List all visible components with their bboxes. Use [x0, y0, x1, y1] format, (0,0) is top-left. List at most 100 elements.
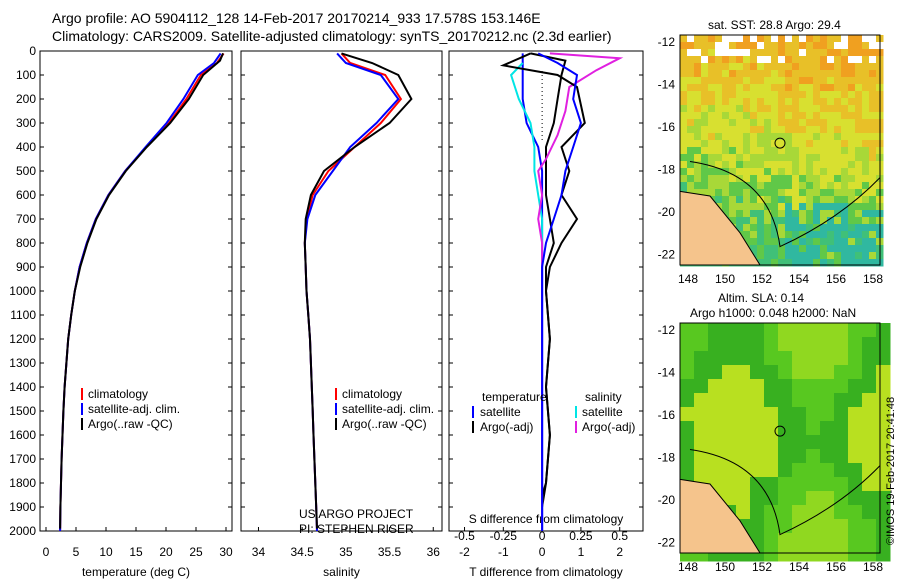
map-cell: [757, 77, 765, 85]
map-cell: [680, 337, 695, 352]
map-cell: [701, 154, 709, 162]
map-cell: [771, 42, 779, 50]
map-cell: [722, 105, 730, 113]
map-cell: [722, 182, 730, 190]
map-cell: [708, 189, 716, 197]
map-cell: [736, 70, 744, 78]
map-cell: [799, 238, 807, 246]
map-cell: [827, 77, 835, 85]
map-cell: [785, 98, 793, 106]
legend-label: Argo(..raw -QC): [88, 417, 173, 431]
map-cell: [876, 365, 891, 380]
map-cell: [785, 210, 793, 218]
map-cell: [862, 140, 870, 148]
map-cell: [806, 84, 814, 92]
map-cell: [813, 126, 821, 134]
map-cell: [806, 203, 814, 211]
map-cell: [869, 56, 877, 64]
map-cell: [736, 337, 751, 352]
map-cell: [806, 505, 821, 520]
map-cell: [820, 463, 835, 478]
map-cell: [750, 477, 765, 492]
map-cell: [827, 182, 835, 190]
map-cell: [841, 252, 849, 260]
map-cell: [708, 63, 716, 71]
map-cell: [750, 224, 758, 232]
map-cell: [799, 224, 807, 232]
map-lon-label: 154: [789, 272, 809, 286]
map-cell: [736, 351, 751, 366]
map-cell: [722, 379, 737, 394]
map-cell: [680, 393, 695, 408]
map-cell: [708, 49, 716, 57]
map-cell: [785, 77, 793, 85]
map-cell: [855, 56, 863, 64]
map-cell: [722, 196, 730, 204]
map-cell: [764, 175, 772, 183]
map-sst: [679, 34, 884, 267]
map-cell: [834, 35, 842, 43]
map-cell: [855, 196, 863, 204]
depth-tick-label: 300: [16, 116, 36, 130]
map-cell: [827, 203, 835, 211]
map-cell: [757, 154, 765, 162]
map-cell: [855, 49, 863, 57]
map-cell: [722, 91, 730, 99]
map-cell: [757, 168, 765, 176]
map-cell: [792, 351, 807, 366]
map-cell: [806, 245, 814, 253]
map-cell: [736, 379, 751, 394]
map-cell: [680, 49, 688, 57]
map-cell: [869, 210, 877, 218]
map-cell: [750, 421, 765, 436]
map-cell: [764, 379, 779, 394]
map-sla: [679, 322, 891, 562]
map-cell: [827, 49, 835, 57]
x-tick-label: 36: [427, 545, 441, 559]
map-cell: [715, 147, 723, 155]
map-cell: [715, 119, 723, 127]
map-cell: [750, 56, 758, 64]
map-cell: [708, 168, 716, 176]
map-cell: [743, 133, 751, 141]
map-cell: [750, 196, 758, 204]
map-cell: [806, 175, 814, 183]
map-cell: [820, 231, 828, 239]
map-cell: [736, 119, 744, 127]
map-cell: [820, 245, 828, 253]
map-cell: [862, 91, 870, 99]
map-cell: [736, 91, 744, 99]
map-cell: [792, 147, 800, 155]
map-cell: [771, 105, 779, 113]
map-cell: [848, 105, 856, 113]
map-cell: [778, 393, 793, 408]
map-cell: [750, 463, 765, 478]
map-cell: [729, 84, 737, 92]
map-cell: [813, 49, 821, 57]
map-cell: [694, 84, 702, 92]
map-cell: [750, 365, 765, 380]
map-cell: [792, 56, 800, 64]
map-cell: [687, 98, 695, 106]
map-cell: [722, 189, 730, 197]
map-cell: [736, 98, 744, 106]
map-cell: [820, 224, 828, 232]
map-cell: [722, 147, 730, 155]
map-cell: [729, 49, 737, 57]
map-cell: [834, 119, 842, 127]
map-cell: [792, 182, 800, 190]
map-cell: [855, 259, 863, 267]
map-cell: [687, 119, 695, 127]
map-cell: [764, 533, 779, 548]
map-lat-label: -22: [658, 248, 676, 262]
map-cell: [862, 210, 870, 218]
map-cell: [736, 196, 744, 204]
map-cell: [701, 49, 709, 57]
map-cell: [757, 112, 765, 120]
map-cell: [694, 182, 702, 190]
map-cell: [764, 91, 772, 99]
map-cell: [855, 252, 863, 260]
map-cell: [736, 56, 744, 64]
map-cell: [687, 147, 695, 155]
map-cell: [855, 147, 863, 155]
